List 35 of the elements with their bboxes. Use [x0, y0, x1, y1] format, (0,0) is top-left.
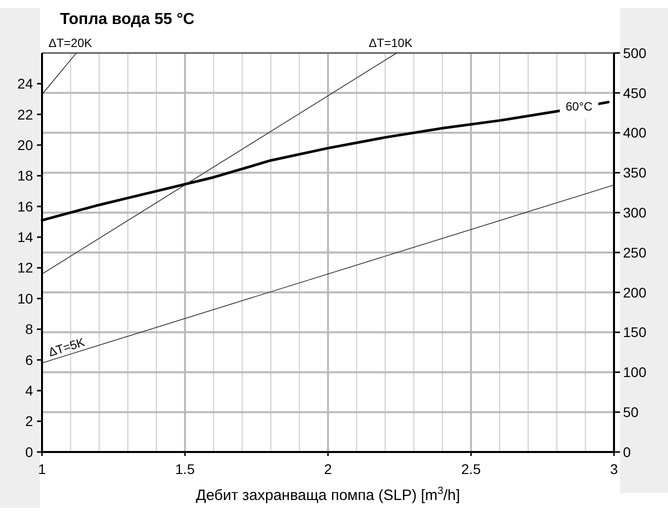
- series-label: ΔT=20K: [48, 36, 92, 50]
- text: ΔT=5K: [46, 334, 86, 360]
- y2-tick-label: 300: [623, 204, 647, 220]
- y-tick-label: 20: [17, 136, 34, 153]
- y-tick-label: 22: [17, 106, 34, 122]
- y-tick-label: 12: [17, 260, 34, 276]
- y2-tick-label: 500: [623, 44, 647, 61]
- x-axis-title: Дебит захранваща помпа (SLP) [m$^{3}$/h]: [196, 485, 460, 504]
- x-tick-label: 1.5: [175, 461, 195, 477]
- y2-tick-label: 450: [623, 84, 647, 101]
- y2-tick-label: 150: [623, 324, 647, 340]
- x-tick-label: 3: [610, 461, 618, 477]
- y-tick-label: 6: [25, 352, 34, 368]
- y2-tick-label: 350: [623, 164, 647, 181]
- y-tick-label: 0: [25, 444, 34, 460]
- series-label: 60°C: [566, 100, 593, 114]
- chart-title: Топла вода 55 °C: [60, 11, 196, 28]
- y-tick-label: 2: [25, 413, 34, 430]
- y2-tick-label: 100: [623, 364, 647, 380]
- y-tick-label: 16: [17, 198, 34, 214]
- y2-tick-label: 400: [623, 124, 647, 141]
- y-tick-label: 14: [17, 229, 34, 246]
- x-tick-label: 2.5: [461, 461, 481, 477]
- y-tick-label: 18: [17, 168, 34, 184]
- y-tick-label: 24: [17, 76, 34, 92]
- y-tick-label: 8: [25, 321, 34, 338]
- x-tick-label: 1: [38, 461, 46, 477]
- series-label: ΔT=10K: [368, 36, 412, 50]
- y2-tick-label: 50: [623, 404, 639, 420]
- y2-tick-label: 200: [623, 284, 647, 300]
- y-tick-label: 10: [17, 290, 34, 306]
- y2-tick-label: 0: [623, 444, 631, 460]
- y-tick-label: 4: [25, 382, 34, 399]
- x-tick-label: 2: [324, 461, 332, 477]
- y2-tick-label: 250: [623, 244, 647, 260]
